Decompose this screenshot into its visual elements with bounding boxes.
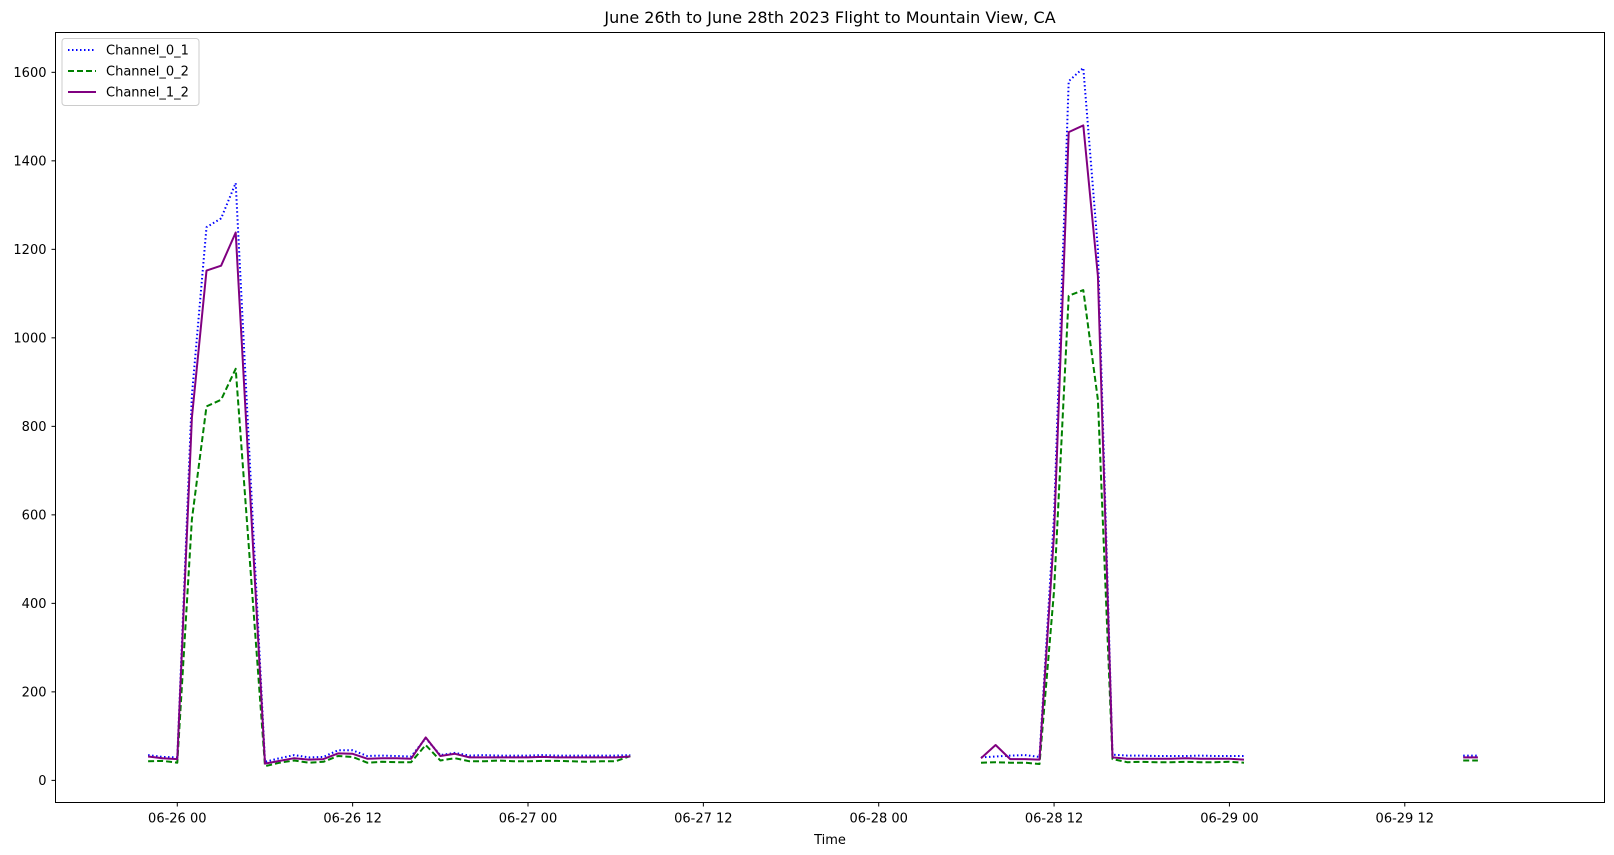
legend-label-Channel_0_1: Channel_0_1 [106, 44, 189, 59]
x-tick-label: 06-27 12 [674, 812, 732, 827]
legend-box [61, 38, 200, 106]
series-Channel_1_2 [147, 124, 1478, 765]
series-line-Channel_1_2-segment-1 [147, 231, 631, 765]
y-tick-label: 1400 [13, 154, 46, 169]
x-tick-label: 06-28 12 [1025, 812, 1083, 827]
series-line-Channel_0_1-segment-2 [980, 66, 1244, 759]
y-tick-label: 1200 [13, 243, 46, 258]
y-tick-label: 0 [38, 774, 46, 789]
y-tick-label: 1600 [13, 66, 46, 81]
y-tick-label: 200 [22, 685, 47, 700]
series-Channel_0_2 [148, 289, 1478, 768]
x-tick-label: 06-29 12 [1376, 812, 1434, 827]
x-tick-label: 06-26 12 [323, 812, 381, 827]
x-tick-label: 06-29 00 [1200, 812, 1258, 827]
series-line-Channel_1_2-segment-2 [980, 124, 1245, 761]
plot-frame [55, 32, 1605, 803]
x-tick-label: 06-27 00 [499, 812, 557, 827]
x-axis: 06-26 00 06-26 12 06-27 00 06-27 12 06-28 00… [148, 802, 1434, 827]
y-axis: 0 200 400 600 800 1000 1200 1400 1600 [13, 66, 56, 789]
x-tick-label: 06-28 00 [849, 812, 907, 827]
series-line-Channel_0_2-segment-1 [148, 367, 631, 768]
y-tick-label: 800 [22, 420, 47, 435]
y-tick-label: 600 [22, 508, 47, 523]
chart-title: June 26th to June 28th 2023 Flight to Mo… [603, 8, 1055, 27]
series-line-Channel_0_2-segment-2 [980, 289, 1245, 765]
series-Channel_0_1 [147, 66, 1478, 763]
series-line-Channel_0_1-segment-1 [147, 182, 631, 763]
legend-label-Channel_0_2: Channel_0_2 [106, 65, 189, 80]
legend-label-Channel_1_2: Channel_1_2 [106, 86, 189, 101]
series-layer [147, 66, 1478, 768]
x-tick-label: 06-26 00 [148, 812, 206, 827]
y-tick-label: 1000 [13, 331, 46, 346]
y-tick-label: 400 [22, 597, 47, 612]
x-axis-label: Time [813, 833, 846, 848]
legend: Channel_0_1 Channel_0_2 Channel_1_2 [61, 38, 200, 106]
